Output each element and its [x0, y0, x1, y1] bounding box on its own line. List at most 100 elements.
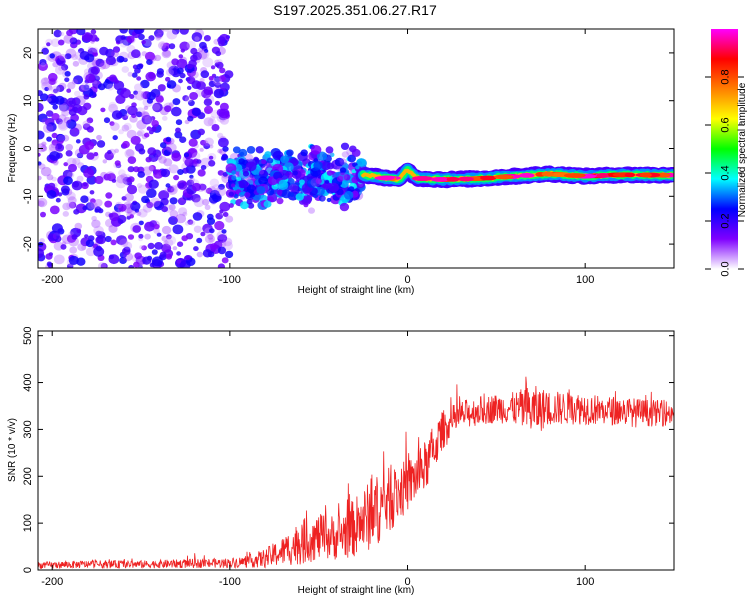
- spectrogram-blob: [133, 29, 145, 35]
- top-y-ticks: -20 -10 0 10 20: [22, 47, 674, 252]
- spectrogram-blob: [202, 249, 212, 258]
- spectrogram-blob: [48, 72, 58, 82]
- spectrogram-blob: [141, 245, 148, 251]
- spectrogram-blob: [164, 105, 172, 113]
- spectrogram-blob: [179, 136, 187, 143]
- spectrogram-blob: [73, 209, 80, 215]
- spectrogram-blob: [315, 186, 325, 196]
- spectrogram-blob: [38, 163, 46, 170]
- spectrogram-blob: [61, 109, 70, 117]
- spectrogram-marks: [38, 29, 674, 268]
- spectrogram-blob: [71, 234, 78, 240]
- spectrogram-blob: [168, 164, 179, 174]
- spectrogram-blob: [221, 229, 227, 234]
- spectrogram-blob: [56, 57, 66, 66]
- spectrogram-blob: [214, 220, 225, 231]
- spectrogram-blob: [189, 92, 199, 100]
- spectrogram-blob: [107, 150, 112, 155]
- spectrogram-blob: [264, 151, 272, 158]
- spectrogram-blob: [188, 99, 195, 107]
- spectrogram-blob: [110, 239, 117, 246]
- spectrogram-blob: [166, 29, 178, 40]
- spectrogram-blob: [165, 183, 171, 188]
- spectrogram-blob: [41, 141, 47, 147]
- spectrogram-blob: [126, 129, 137, 139]
- spectrogram-blob: [58, 82, 67, 90]
- spectrogram-blob: [209, 228, 215, 234]
- spectrogram-blob: [116, 175, 126, 184]
- spectrogram-blob: [51, 85, 61, 95]
- spectrogram-blob: [63, 162, 69, 167]
- spectrogram-blob: [325, 146, 334, 154]
- spectrogram-blob: [141, 112, 150, 120]
- spectrogram-blob: [127, 71, 133, 77]
- spectrogram-blob: [179, 41, 190, 51]
- spectrogram-blob: [160, 168, 171, 178]
- spectrogram-blob: [65, 143, 73, 151]
- spectrogram-blob: [140, 110, 150, 119]
- spectrogram-blob: [69, 29, 78, 35]
- spectrogram-blob: [219, 201, 231, 212]
- spectrogram-blob: [146, 126, 152, 131]
- spectrogram-blob: [219, 67, 226, 74]
- spectrogram-blob: [95, 230, 102, 237]
- spectrogram-blob: [46, 97, 52, 103]
- spectrogram-blob: [142, 204, 153, 213]
- spectrogram-blob: [167, 186, 175, 193]
- spectrogram-blob: [238, 158, 245, 165]
- spectrogram-blob: [90, 201, 98, 209]
- spectrogram-blob: [148, 179, 159, 189]
- spectrogram-blob: [46, 190, 57, 199]
- spectrogram-blob: [58, 53, 67, 61]
- spectrogram-blob: [231, 175, 237, 181]
- spectrogram-blob: [38, 102, 44, 112]
- spectrogram-blob: [51, 139, 59, 146]
- spectrogram-blob: [68, 236, 79, 247]
- spectrogram-blob: [246, 184, 256, 193]
- spectrogram-blob: [172, 98, 181, 106]
- spectrogram-blob: [209, 116, 215, 122]
- spectrogram-blob: [172, 29, 180, 35]
- spectrogram-blob: [64, 77, 70, 83]
- colorbar-ticks: 0.0 0.2 0.4 0.6 0.8: [705, 69, 744, 277]
- spectrogram-blob: [197, 169, 206, 177]
- spectrogram-blob: [100, 107, 106, 113]
- spectrogram-blob: [258, 169, 268, 179]
- spectrogram-blob: [128, 264, 135, 268]
- spectrogram-blob: [162, 115, 168, 121]
- spectrogram-blob: [140, 91, 150, 100]
- spectrogram-blob: [137, 184, 149, 194]
- spectrogram-hotspot: [430, 177, 449, 182]
- spectrogram-blob: [222, 212, 229, 217]
- spectrogram-blob: [71, 54, 78, 61]
- spectrogram-blob: [306, 178, 317, 188]
- spectrogram-blob: [47, 233, 57, 242]
- spectrogram-blob: [141, 195, 150, 204]
- spectrogram-blob: [145, 156, 152, 163]
- spectrogram-hotspot: [541, 171, 554, 177]
- spectrogram-blob: [96, 140, 106, 148]
- spectrogram-blob: [224, 70, 234, 79]
- spectrogram-blob: [82, 123, 91, 131]
- spectrogram-blob: [228, 203, 234, 208]
- spectrogram-blob: [310, 145, 322, 155]
- spectrogram-blob: [136, 76, 142, 81]
- spectrogram-blob: [38, 248, 44, 259]
- spectrogram-blob: [121, 124, 130, 132]
- spectrogram-blob: [49, 53, 55, 59]
- spectrogram-blob: [89, 190, 95, 195]
- spectrogram-blob: [222, 172, 228, 177]
- spectrogram-blob: [55, 143, 65, 152]
- spectrogram-blob: [108, 224, 118, 233]
- spectrogram-blob: [176, 251, 182, 256]
- spectrogram-blob: [156, 232, 162, 237]
- spectrogram-blob: [94, 175, 104, 185]
- spectrogram-blob: [82, 205, 88, 211]
- spectrogram-blob: [201, 140, 209, 147]
- spectrogram-blob: [151, 120, 159, 127]
- spectrogram-blob: [63, 34, 74, 44]
- spectrogram-blob: [242, 171, 250, 177]
- spectrogram-blob: [138, 220, 144, 226]
- spectrogram-blob: [182, 95, 190, 102]
- spectrogram-blob: [153, 169, 164, 179]
